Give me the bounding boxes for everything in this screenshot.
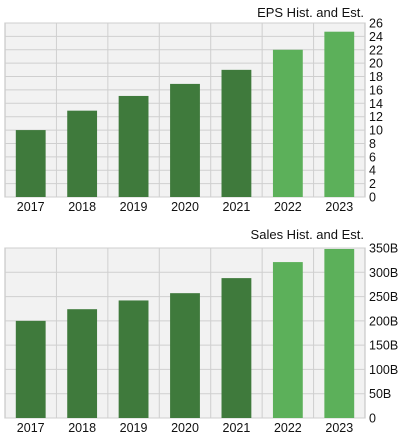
bar-estimate — [272, 49, 303, 198]
y-tick-label: 12 — [369, 110, 383, 124]
y-tick-label: 300B — [369, 266, 398, 280]
x-tick-label: 2017 — [17, 200, 45, 214]
x-tick-label: 2022 — [274, 421, 302, 435]
y-tick-label: 50B — [369, 387, 391, 401]
x-tick-label: 2017 — [17, 421, 45, 435]
bar-estimate — [272, 262, 303, 418]
y-tick-label: 250B — [369, 290, 398, 304]
bar-historical — [67, 110, 98, 197]
bar-historical — [67, 309, 98, 418]
bar-estimate — [324, 248, 355, 418]
y-tick-label: 8 — [369, 137, 376, 151]
bar-historical — [15, 320, 46, 418]
y-tick-label: 350B — [369, 242, 398, 256]
bar-historical — [118, 300, 149, 418]
y-tick-label: 14 — [369, 97, 383, 111]
y-tick-label: 26 — [369, 17, 383, 31]
y-tick-label: 200B — [369, 314, 398, 328]
y-tick-label: 0 — [369, 412, 376, 426]
y-tick-label: 6 — [369, 150, 376, 164]
x-tick-label: 2021 — [223, 421, 251, 435]
eps-chart: EPS Hist. and Est. 0 2 4 6 8 10 12 14 16 18 20 22 24… — [0, 0, 402, 218]
bar-historical — [170, 293, 200, 418]
y-tick-label: 24 — [369, 30, 383, 44]
y-tick-label: 4 — [369, 164, 376, 178]
sales-chart-title: Sales Hist. and Est. — [250, 227, 364, 242]
bar-estimate — [324, 31, 355, 198]
bar-historical — [221, 69, 252, 197]
x-tick-label: 2023 — [325, 421, 353, 435]
x-tick-label: 2021 — [223, 200, 251, 214]
eps-chart-title: EPS Hist. and Est. — [257, 5, 364, 20]
bar-historical — [170, 83, 200, 197]
x-tick-label: 2020 — [171, 200, 199, 214]
x-tick-label: 2020 — [171, 421, 199, 435]
y-tick-label: 16 — [369, 83, 383, 97]
x-tick-label: 2018 — [68, 421, 96, 435]
y-tick-label: 22 — [369, 43, 383, 57]
bar-historical — [15, 130, 46, 197]
x-tick-label: 2018 — [68, 200, 96, 214]
sales-chart-svg: 0 50B 100B 150B 200B 250B 300B 350B 2017 2018 2019… — [4, 242, 398, 435]
y-tick-label: 20 — [369, 57, 383, 71]
y-tick-label: 150B — [369, 339, 398, 353]
y-tick-label: 0 — [369, 191, 376, 205]
sales-chart: Sales Hist. and Est. 0 50B 100B 150B 200B 250… — [0, 222, 402, 438]
bar-historical — [118, 95, 149, 197]
x-tick-label: 2023 — [325, 200, 353, 214]
bar-historical — [221, 278, 252, 418]
y-tick-label: 10 — [369, 124, 383, 138]
y-tick-label: 18 — [369, 70, 383, 84]
x-tick-label: 2019 — [120, 200, 148, 214]
y-tick-label: 100B — [369, 363, 398, 377]
x-tick-label: 2022 — [274, 200, 302, 214]
x-tick-label: 2019 — [120, 421, 148, 435]
y-tick-label: 2 — [369, 177, 376, 191]
